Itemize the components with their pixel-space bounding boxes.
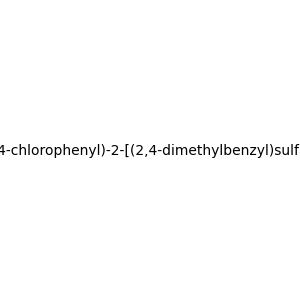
Text: 7-(4-chlorophenyl)-2-[(2,4-dimethylbenzyl)sulfanyl: 7-(4-chlorophenyl)-2-[(2,4-dimethylbenzy… [0, 145, 300, 158]
